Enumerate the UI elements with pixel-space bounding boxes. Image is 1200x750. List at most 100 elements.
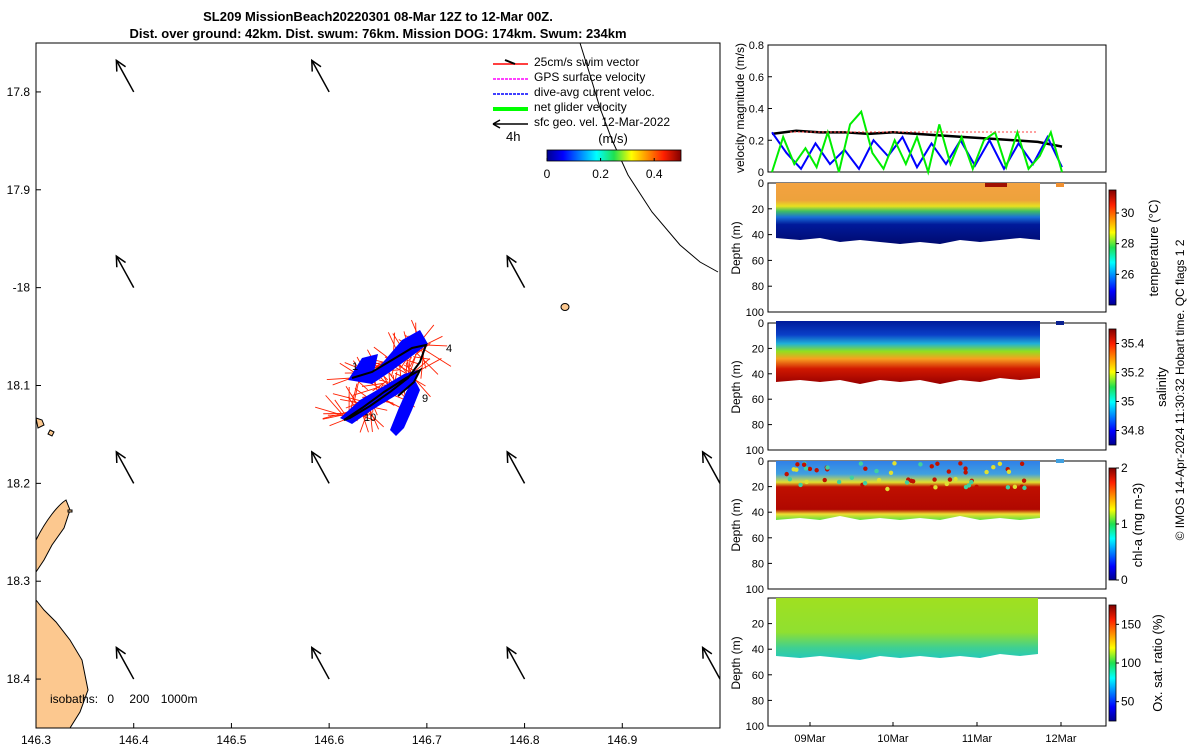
chla-dot [885, 486, 890, 492]
sfc-vector-shaft [115, 255, 135, 289]
salinity-colorbar-tick-label: 35.4 [1121, 337, 1145, 351]
chla-dot [984, 469, 989, 475]
chla-dot [798, 482, 803, 488]
chla-dot [944, 481, 950, 487]
oxygen-y-tick-label: 100 [746, 721, 764, 733]
swim-vector [414, 342, 431, 356]
map-legend: 25cm/s swim vector GPS surface velocity … [492, 55, 670, 144]
oxygen-colorbar-label: Ox. sat. ratio (%) [1150, 614, 1165, 712]
sfc-vector-head [310, 58, 322, 72]
chla-y-tick-label: 60 [752, 533, 764, 545]
chla-dot [1021, 478, 1027, 483]
time-axis-ticks: 09Mar 10Mar 11Mar 12Mar [794, 722, 1077, 745]
chla-dot [909, 478, 914, 484]
imos-credit: © IMOS 14-Apr-2024 11:30:32 Hobart time.… [1173, 239, 1187, 540]
temperature-panel: 0 20 40 60 80 100 Depth (m) 30 28 26 temperatur… [729, 178, 1161, 319]
chla-panel: 0 20 40 60 80 100 Depth (m) 2 1 0 chl-a (mg m-3… [729, 456, 1145, 596]
salinity-ylabel: Depth (m) [729, 360, 743, 413]
map-x-tick-label: 146.4 [119, 733, 149, 747]
chla-dot [1012, 484, 1018, 490]
coastline-land-south [36, 599, 89, 728]
chla-dot [822, 477, 827, 483]
temperature-hotspot [985, 183, 1007, 187]
map-y-tick-label: 17.9 [7, 183, 31, 197]
temperature-colorbar-label: temperature (°C) [1146, 200, 1161, 297]
sfc-vector-shaft [701, 451, 720, 484]
salinity-y-ticks: 0 20 40 60 80 100 [746, 318, 772, 457]
chla-dot [935, 461, 940, 466]
chla-dot [991, 465, 996, 470]
oxygen-y-tick-label: 80 [752, 695, 764, 707]
salinity-y-tick-label: 60 [752, 394, 764, 406]
map-panel: 1 4 9 10 146.3 146.4 146.5 146.6 146.7 146.8 1… [7, 42, 721, 747]
salinity-colorbar-tick-label: 34.8 [1121, 424, 1145, 438]
map-y-tick-label: 17.8 [7, 85, 31, 99]
isobaths-title: isobaths: [50, 692, 98, 706]
sfc-vector-shaft [506, 255, 526, 289]
sfc-vector-head [310, 450, 322, 464]
chla-dot [858, 461, 864, 466]
velocity-ylabel: velocity magnitude (m/s) [733, 43, 747, 173]
chla-colorbar-label: chl-a (mg m-3) [1130, 483, 1145, 568]
isobath-0: 0 [107, 692, 114, 706]
swim-vector [352, 386, 381, 396]
track-label-9: 9 [422, 393, 428, 405]
coastline-islet [36, 417, 73, 513]
temperature-y-tick-label: 60 [752, 255, 764, 267]
salinity-colorbar-ticks: 35.4 35.2 35 34.8 [1116, 337, 1145, 438]
legend-swim-vector: 25cm/s swim vector [534, 55, 639, 69]
velocity-series-line [771, 131, 1063, 171]
time-tick-label: 11Mar [962, 733, 993, 745]
velocity-y-tick-label: 0.6 [749, 72, 764, 84]
isobath-1000: 1000m [161, 692, 198, 706]
sfc-vector-head [701, 450, 713, 464]
swim-vector [422, 347, 452, 367]
map-y-tick-label: 18.3 [7, 574, 31, 588]
salinity-y-tick-label: 20 [752, 343, 764, 355]
temperature-late-profile [1056, 183, 1064, 187]
temperature-y-tick-label: 100 [746, 307, 764, 319]
dive-avg-current-patch-3 [390, 378, 420, 436]
sfc-vector-head [506, 450, 517, 464]
temperature-colorbar-ticks: 30 28 26 [1116, 206, 1135, 281]
sfc-vector-shaft [311, 451, 330, 484]
speed-colorbar: (m/s) 0 0.2 0.4 [544, 131, 682, 181]
velocity-y-tick-label: 0 [758, 167, 764, 179]
sfc-vector-head [115, 646, 126, 659]
chla-dot [929, 485, 934, 490]
chla-y-tick-label: 40 [752, 507, 764, 519]
swim-vector [329, 419, 345, 427]
chla-dot [863, 466, 868, 471]
map-x-tick-label: 146.3 [21, 733, 51, 747]
chla-dot [1005, 485, 1011, 490]
oxygen-panel: 20 40 60 80 100 Depth (m) 150 100 50 Ox. sat. … [729, 597, 1165, 733]
chla-surface-dots [784, 461, 1027, 492]
salinity-y-tick-label: 40 [752, 369, 764, 381]
chla-colorbar-tick-label: 2 [1121, 461, 1128, 475]
map-y-tick-label: -18 [13, 281, 31, 295]
sfc-vector-shaft [506, 451, 526, 484]
salinity-colorbar [1108, 328, 1117, 446]
track-label-1: 1 [352, 361, 358, 373]
oxygen-y-tick-label: 60 [752, 670, 764, 682]
oxygen-colorbar [1108, 604, 1117, 722]
sfc-vector-head [310, 646, 322, 659]
map-x-tick-label: 146.5 [216, 733, 246, 747]
swim-vector [416, 353, 439, 375]
velocity-y-tick-label: 0.2 [749, 135, 764, 147]
chla-dot [874, 468, 879, 474]
chla-dot [892, 461, 897, 466]
salinity-late-profile [1056, 321, 1064, 325]
speed-colorbar-tick-label: 0.4 [646, 167, 663, 181]
map-y-tick-label: 18.2 [7, 476, 31, 490]
sfc-vector-shaft [115, 60, 135, 93]
sfc-vector-head [506, 254, 517, 268]
sfc-vector-head [115, 450, 126, 464]
chla-dot [803, 466, 809, 471]
legend-sfc-geo-velocity: sfc geo. vel. 12-Mar-2022 [534, 115, 670, 129]
temperature-colorbar-tick-label: 28 [1121, 237, 1135, 251]
chla-dot [849, 475, 855, 480]
isobath-200: 200 [129, 692, 149, 706]
coastline-land [36, 499, 71, 573]
salinity-panel: 0 20 40 60 80 100 Depth (m) 35.4 35.2 35 34.8 sa… [729, 318, 1169, 457]
